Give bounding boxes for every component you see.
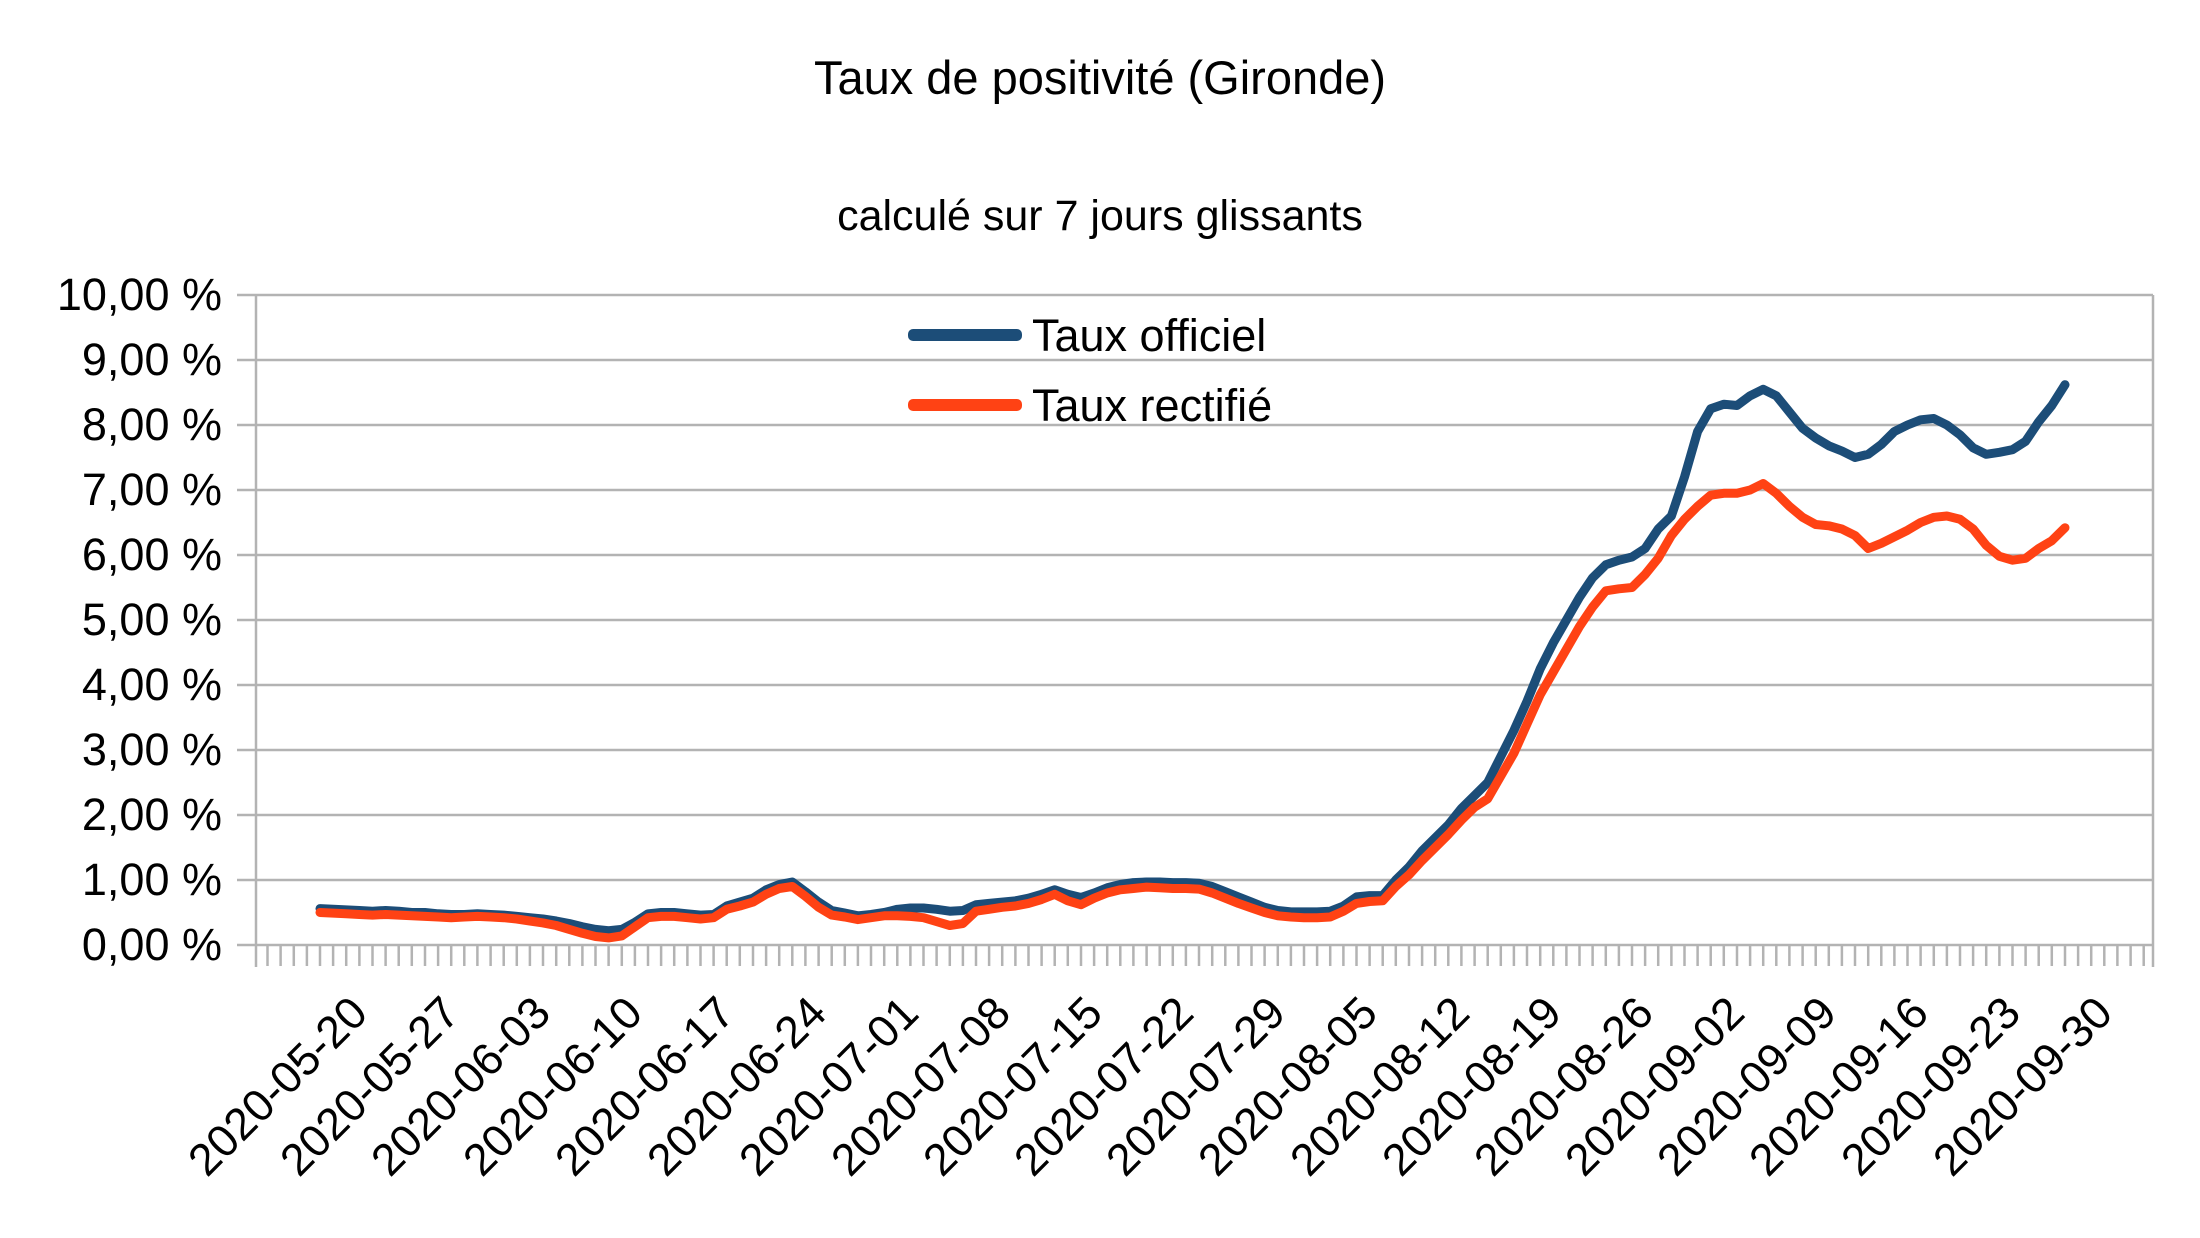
y-axis-label: 6,00 % [81, 529, 222, 580]
legend-label: Taux officiel [1032, 310, 1267, 361]
y-axis-label: 1,00 % [81, 854, 222, 905]
legend: Taux officiel Taux rectifié [908, 312, 1508, 452]
y-axis-label: 9,00 % [81, 334, 222, 385]
y-axis-label: 10,00 % [56, 269, 222, 320]
y-axis-label: 8,00 % [81, 399, 222, 450]
legend-line-swatch-officiel [908, 329, 1022, 341]
legend-line-swatch-rectifie [908, 399, 1022, 411]
y-axis-label: 5,00 % [81, 594, 222, 645]
y-axis-label: 4,00 % [81, 659, 222, 710]
chart-subtitle: calculé sur 7 jours glissants [837, 192, 1363, 240]
legend-item-taux-rectifie: Taux rectifié [908, 382, 1508, 452]
y-axis-label: 2,00 % [81, 789, 222, 840]
y-axis-label: 7,00 % [81, 464, 222, 515]
series-line-taux-rectifi- [315, 479, 2070, 943]
chart-title: Taux de positivité (Gironde) [813, 51, 1387, 104]
series-line-taux-officiel [315, 380, 2070, 936]
legend-label: Taux rectifié [1032, 380, 1273, 431]
y-axis-label: 0,00 % [81, 919, 222, 970]
legend-item-taux-officiel: Taux officiel [908, 312, 1508, 382]
y-axis-label: 3,00 % [81, 724, 222, 775]
